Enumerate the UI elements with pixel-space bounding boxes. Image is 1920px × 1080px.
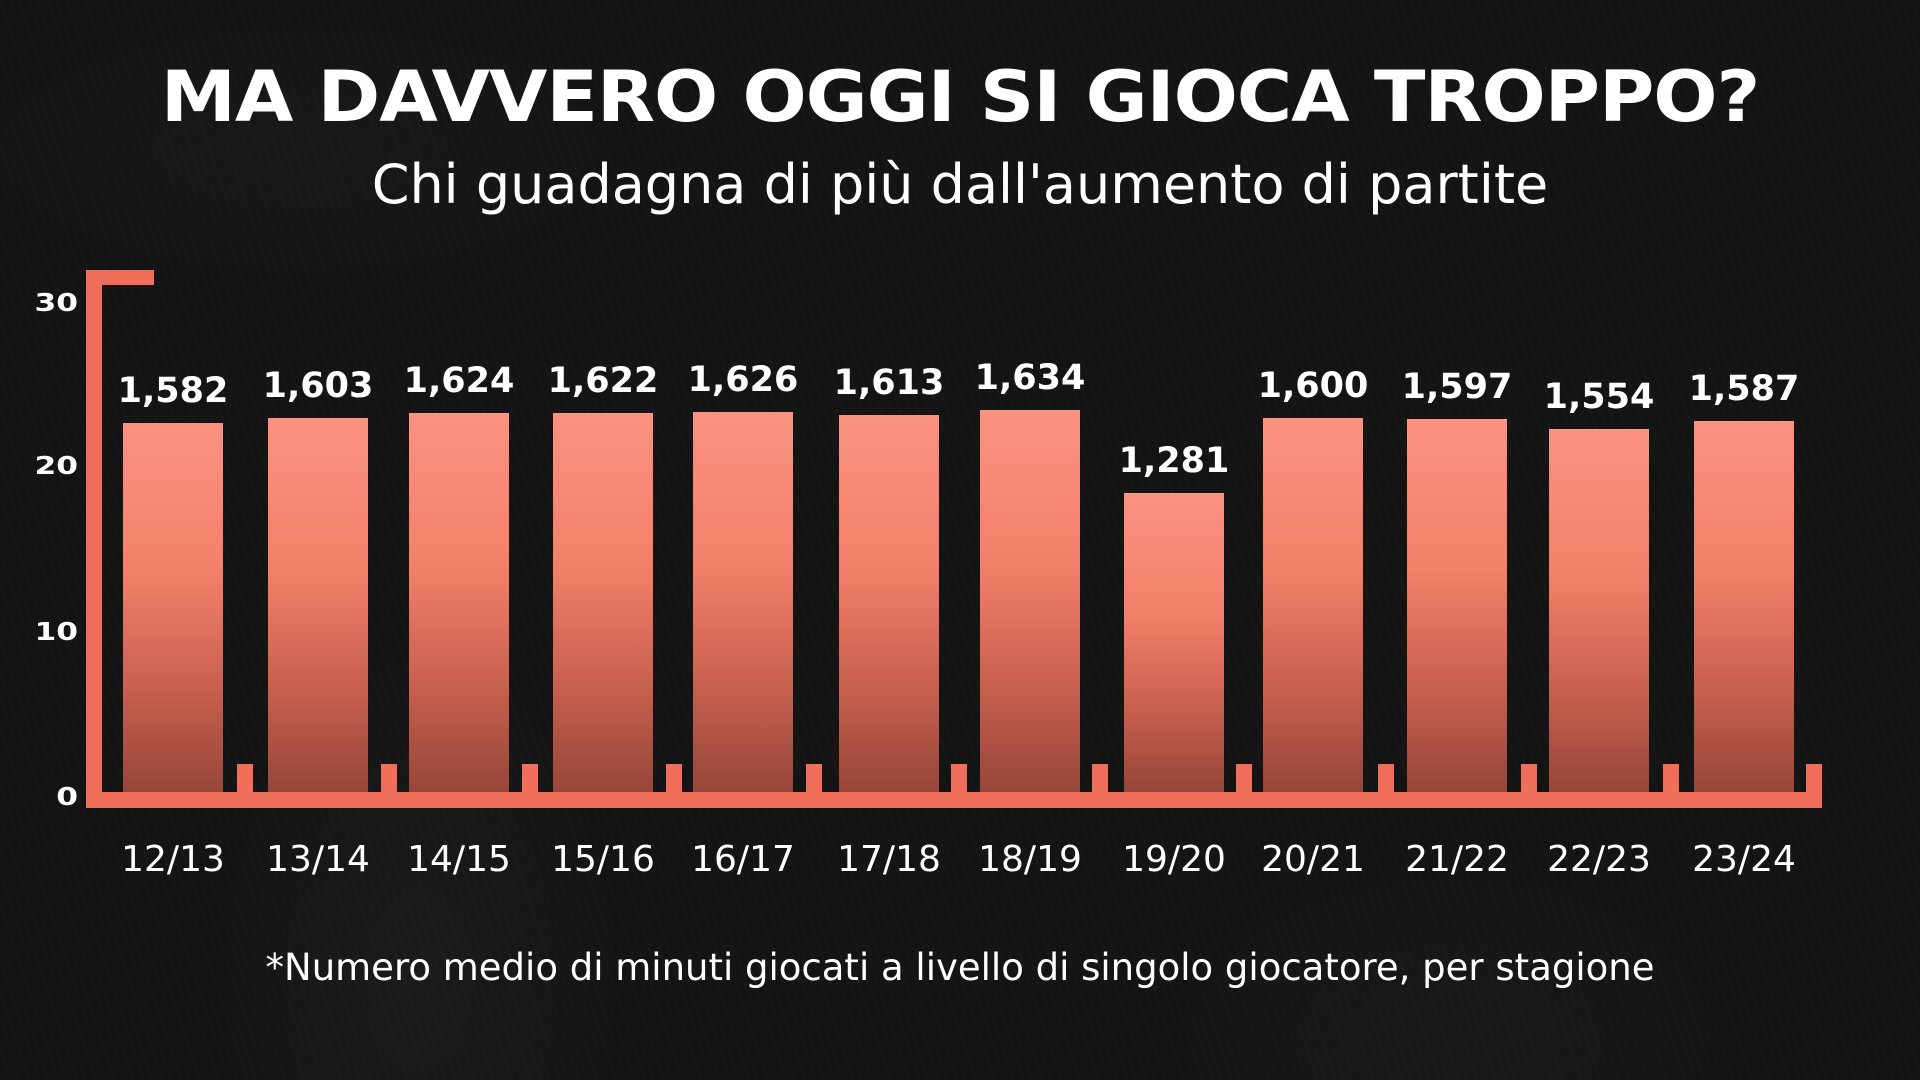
x-tick-label: 14/15 bbox=[407, 839, 511, 880]
bar-23-24 bbox=[1694, 421, 1794, 792]
x-tick bbox=[1378, 764, 1394, 794]
bar-19-20 bbox=[1124, 493, 1224, 792]
y-tick-label: 10 bbox=[34, 617, 78, 646]
bar-15-16 bbox=[553, 413, 653, 792]
bar-20-21 bbox=[1263, 418, 1363, 792]
bar-17-18 bbox=[839, 415, 939, 792]
footnote: *Numero medio di minuti giocati a livell… bbox=[265, 946, 1655, 989]
x-tick-label: 13/14 bbox=[266, 839, 370, 880]
x-tick-label: 22/23 bbox=[1547, 839, 1651, 880]
x-tick bbox=[1806, 764, 1822, 794]
page-subtitle: Chi guadagna di più dall'aumento di part… bbox=[371, 153, 1549, 216]
x-tick-label: 16/17 bbox=[691, 839, 795, 880]
x-tick-label: 15/16 bbox=[551, 839, 655, 880]
bar-value-label: 1,281 bbox=[1118, 441, 1230, 481]
x-tick bbox=[522, 764, 538, 794]
x-tick bbox=[381, 764, 397, 794]
bar-22-23 bbox=[1549, 429, 1649, 792]
x-tick bbox=[237, 764, 253, 794]
bar-value-label: 1,582 bbox=[117, 371, 229, 411]
x-tick-label: 18/19 bbox=[978, 839, 1082, 880]
x-tick-label: 21/22 bbox=[1405, 839, 1509, 880]
y-axis-cap bbox=[86, 270, 154, 285]
x-tick bbox=[1521, 764, 1537, 794]
x-tick-label: 19/20 bbox=[1122, 839, 1226, 880]
x-tick bbox=[1236, 764, 1252, 794]
x-tick bbox=[666, 764, 682, 794]
bar-21-22 bbox=[1407, 419, 1507, 792]
bar-14-15 bbox=[409, 413, 509, 792]
bar-value-label: 1,600 bbox=[1257, 366, 1369, 406]
bar-value-label: 1,634 bbox=[974, 358, 1086, 398]
x-tick-label: 20/21 bbox=[1261, 839, 1365, 880]
bar-12-13 bbox=[123, 423, 223, 792]
bar-value-label: 1,622 bbox=[547, 361, 659, 401]
bar-value-label: 1,624 bbox=[403, 361, 515, 401]
bar-value-label: 1,626 bbox=[687, 360, 799, 400]
x-tick bbox=[1092, 764, 1108, 794]
x-tick-label: 17/18 bbox=[837, 839, 941, 880]
bar-18-19 bbox=[980, 410, 1080, 792]
y-axis-line bbox=[86, 270, 102, 808]
x-axis-line bbox=[86, 792, 1822, 808]
bar-13-14 bbox=[268, 418, 368, 792]
bar-value-label: 1,554 bbox=[1543, 377, 1655, 417]
x-tick bbox=[951, 764, 967, 794]
bar-value-label: 1,613 bbox=[833, 363, 945, 403]
x-tick bbox=[1663, 764, 1679, 794]
bar-value-label: 1,587 bbox=[1688, 369, 1800, 409]
y-tick-label: 0 bbox=[56, 782, 78, 811]
y-tick-label: 20 bbox=[34, 451, 78, 480]
page-title: MA DAVVERO OGGI SI GIOCA TROPPO? bbox=[160, 56, 1761, 138]
x-tick bbox=[806, 764, 822, 794]
x-tick-label: 12/13 bbox=[121, 839, 225, 880]
x-tick-label: 23/24 bbox=[1692, 839, 1796, 880]
bar-16-17 bbox=[693, 412, 793, 792]
bar-value-label: 1,597 bbox=[1401, 367, 1513, 407]
bar-value-label: 1,603 bbox=[262, 366, 374, 406]
y-tick-label: 30 bbox=[34, 288, 78, 317]
